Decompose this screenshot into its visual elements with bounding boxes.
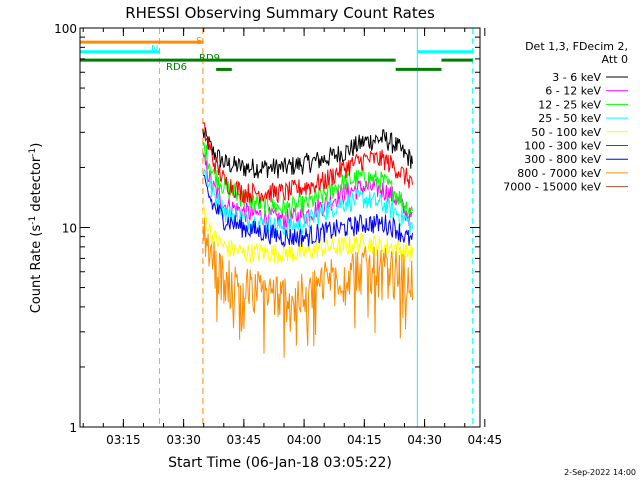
series-lines [202,122,413,358]
y-axis-ticks: 1 10 100 [54,22,480,435]
y-label-sup1: -1 [28,216,38,225]
observing-flag-bars [80,40,473,71]
y-axis-label: Count Rate (s-1 detector-1) [28,143,44,314]
x-axis-label: Start Time (06-Jan-18 03:05:22) [168,455,392,471]
x-tick-label-4: 04:15 [347,433,382,447]
x-axis-ticks: 03:15 03:30 03:45 04:00 04:15 04:30 04:45 [82,28,503,447]
x-tick-label-6: 04:45 [468,433,503,447]
series-line-6 [202,174,413,248]
legend-label-2: 12 - 25 keV [538,98,601,111]
footer-date: 2-Sep-2022 14:00 [564,468,636,477]
legend-label-0: 3 - 6 keV [552,71,601,84]
x-tick-label-5: 04:30 [407,433,442,447]
x-tick-label-1: 03:30 [166,433,201,447]
x-tick-label-0: 03:15 [106,433,141,447]
y-label-end: ) [29,143,44,148]
chart-title: RHESSI Observing Summary Count Rates [125,4,435,22]
legend-label-1: 6 - 12 keV [545,85,601,98]
legend-label-7: 800 - 7000 keV [517,167,601,180]
series-line-0 [202,127,413,179]
series-line-7 [202,217,413,358]
y-label-main: Count Rate (s [29,225,44,314]
x-tick-label-2: 03:45 [227,433,262,447]
legend-label-4: 50 - 100 keV [531,126,601,139]
legend-label-3: 25 - 50 keV [538,112,601,125]
legend-label-6: 300 - 800 keV [524,153,601,166]
y-label-mid: detector [29,156,44,216]
observing-flag-vlines [79,28,474,427]
series-line-5 [202,122,413,204]
y-tick-label-1: 10 [62,222,77,236]
annotation-s: S [196,36,202,47]
x-tick-label-3: 04:00 [287,433,322,447]
annotation-rd9: RD9 [199,53,220,64]
y-tick-label-0: 1 [69,421,77,435]
y-label-sup2: -1 [28,148,38,157]
legend-header-line2: Att 0 [602,53,628,66]
legend-label-8: 7000 - 15000 keV [503,181,601,194]
y-tick-label-2: 100 [54,22,77,36]
annotation-rd6: RD6 [166,62,187,73]
annotation-n: N [151,44,158,55]
legend-header-line1: Det 1,3, FDecim 2, [525,40,628,53]
series-line-1 [202,152,413,230]
legend-label-5: 100 - 300 keV [524,140,601,153]
